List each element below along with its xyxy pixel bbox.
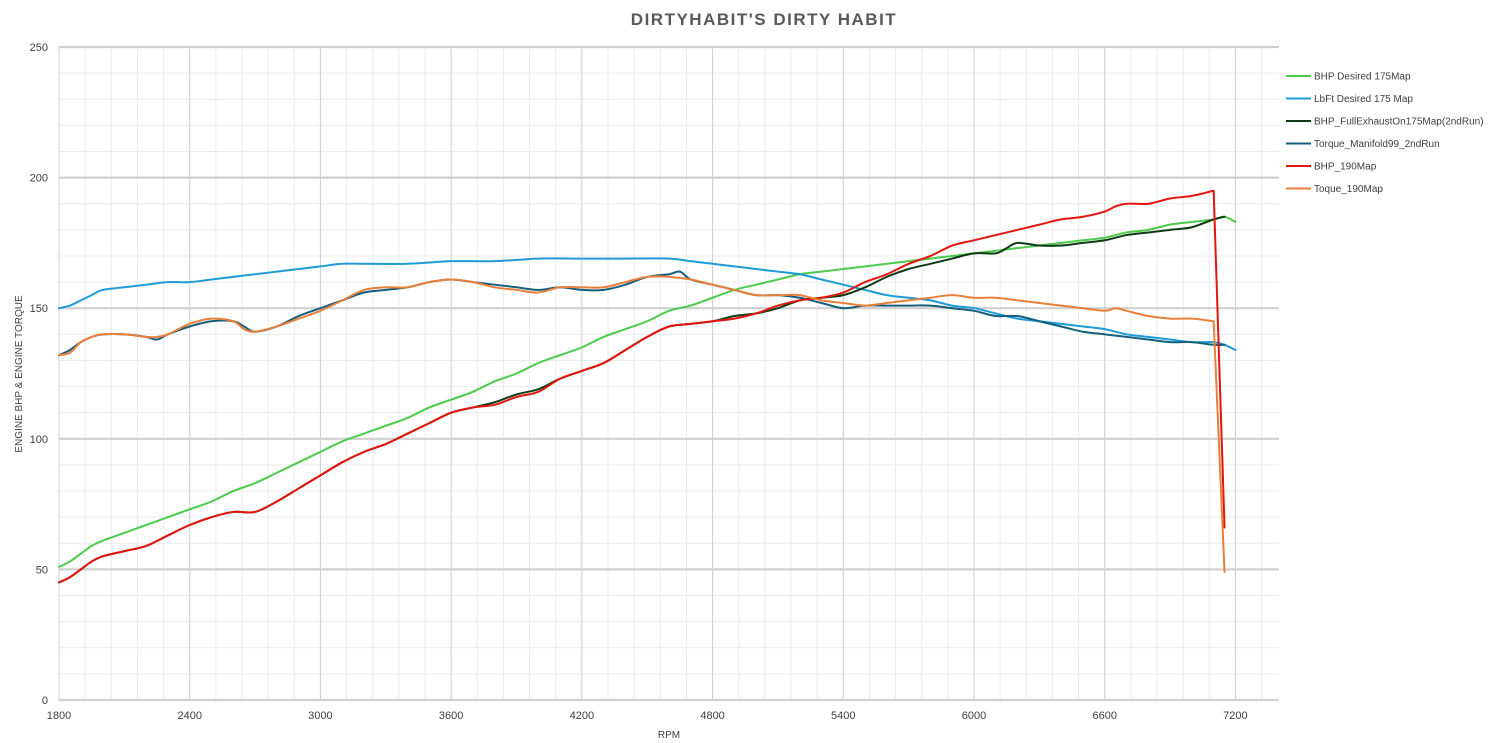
legend-label: BHP_190Map [1314,162,1377,173]
series-line-4 [58,270,1226,357]
x-tick-label: 4200 [570,710,594,722]
x-axis-label: RPM [658,730,680,741]
x-tick-label: 4800 [700,710,724,722]
y-tick-label: 250 [30,42,48,54]
legend-label: BHP_FullExhaustOn175Map(2ndRun) [1314,117,1484,128]
y-axis-label: ENGINE BHP & ENGINE TORQUE [14,295,25,453]
series-line-3 [58,215,1226,584]
series-line-1 [58,215,1237,568]
y-tick-label: 50 [36,564,48,576]
x-tick-label: 6600 [1092,710,1116,722]
series-line-6 [58,275,1226,574]
x-axis-ticks: 1800 2400 3000 3600 4200 4800 5400 6000 6600 7200 [47,710,1248,722]
series-line-2 [58,257,1237,351]
y-tick-label: 150 [30,303,48,315]
x-tick-label: 1800 [47,710,71,722]
x-tick-label: 2400 [177,710,201,722]
x-tick-label: 3600 [439,710,463,722]
series-line-5 [58,189,1226,584]
legend-label: Torque_Manifold99_2ndRun [1314,139,1440,150]
chart-title: DIRTYHABIT'S DIRTY HABIT [631,10,897,29]
y-tick-label: 0 [42,695,48,707]
x-tick-label: 3000 [308,710,332,722]
major-gridlines [58,45,1279,702]
legend-label: Toque_190Map [1314,184,1383,195]
x-tick-label: 6000 [962,710,986,722]
minor-gridlines [58,46,1279,701]
legend-label: BHP Desired 175Map [1314,72,1411,83]
y-tick-label: 200 [30,173,48,185]
x-tick-label: 5400 [831,710,855,722]
legend-label: LbFt Desired 175 Map [1314,94,1413,105]
x-tick-label: 7200 [1223,710,1247,722]
y-axis-ticks: 0 50 100 150 200 250 [30,42,48,707]
legend: BHP Desired 175Map LbFt Desired 175 Map BH… [1286,72,1484,195]
series-lines [58,189,1237,584]
y-tick-label: 100 [30,434,48,446]
